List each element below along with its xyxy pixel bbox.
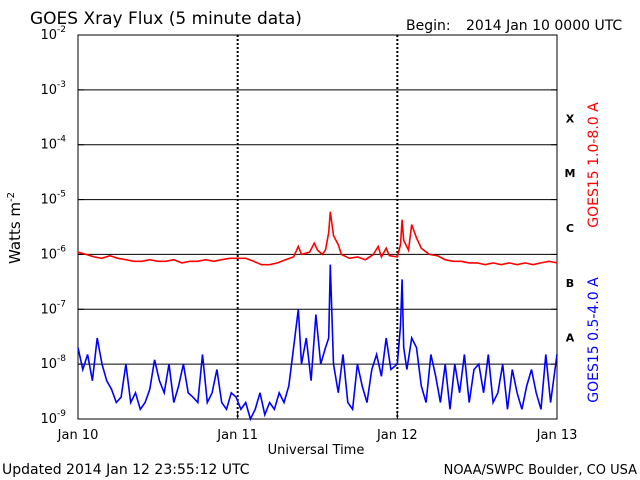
x-axis-label: Universal Time — [268, 443, 365, 458]
y-tick-exponent: -3 — [57, 80, 66, 90]
series-line-0 — [77, 211, 558, 266]
y-tick-exponent: -8 — [57, 354, 66, 364]
updated-timestamp: Updated 2014 Jan 12 23:55:12 UTC — [2, 462, 250, 478]
x-tick-label: Jan 13 — [536, 428, 578, 443]
y-tick-base: 10 — [40, 357, 57, 372]
begin-date: 2014 Jan 10 0000 UTC — [466, 18, 622, 34]
series-label-blue: GOES15 0.5-4.0 A — [586, 277, 602, 403]
y-tick-label: 10-2 — [40, 25, 66, 43]
y-tick-base: 10 — [40, 138, 57, 153]
begin-label: Begin: — [406, 18, 451, 34]
x-tick-label: Jan 11 — [216, 428, 258, 443]
x-tick-labels: Jan 10 Jan 11 Jan 12 Jan 13 — [57, 413, 578, 443]
y-tick-label: 10-6 — [40, 244, 66, 262]
flare-class-labels: X M C B A — [565, 112, 576, 344]
x-tick-label: Jan 10 — [57, 428, 99, 443]
y-tick-exponent: -9 — [57, 409, 66, 419]
y-tick-base: 10 — [40, 412, 57, 427]
y-tick-label: 10-8 — [40, 354, 66, 372]
grid-lines — [78, 34, 557, 420]
flare-class-M: M — [565, 167, 576, 180]
series-line-1 — [77, 264, 558, 422]
y-tick-label: 10-5 — [40, 190, 66, 208]
plot-frame — [77, 34, 558, 420]
y-tick-base: 10 — [40, 247, 57, 262]
y-tick-exponent: -6 — [57, 244, 66, 254]
y-tick-labels: 10-210-310-410-510-610-710-810-9 — [40, 25, 66, 427]
x-tick-label: Jan 12 — [376, 428, 418, 443]
y-tick-base: 10 — [40, 302, 57, 317]
y-tick-label: 10-9 — [40, 409, 66, 427]
y-tick-base: 10 — [40, 28, 57, 43]
data-credit: NOAA/SWPC Boulder, CO USA — [444, 463, 637, 478]
day-separators — [236, 35, 399, 419]
series-label-red: GOES15 1.0-8.0 A — [586, 102, 602, 228]
y-tick-exponent: -5 — [57, 190, 66, 200]
y-tick-exponent: -4 — [57, 135, 66, 145]
flare-class-X: X — [566, 112, 575, 125]
y-tick-label: 10-7 — [40, 299, 66, 317]
y-tick-label: 10-3 — [40, 80, 66, 98]
y-tick-label: 10-4 — [40, 135, 66, 153]
y-tick-exponent: -7 — [57, 299, 66, 309]
y-axis-label: Watts m-2 — [6, 192, 24, 264]
y-axis-label-exponent: -2 — [6, 192, 17, 202]
flare-class-C: C — [566, 222, 574, 235]
y-tick-base: 10 — [40, 193, 57, 208]
y-tick-base: 10 — [40, 83, 57, 98]
flare-class-A: A — [566, 332, 575, 345]
y-tick-exponent: -2 — [57, 25, 66, 35]
chart-title: GOES Xray Flux (5 minute data) — [30, 9, 302, 29]
flare-class-B: B — [566, 277, 574, 290]
series-lines — [77, 211, 558, 422]
y-axis-label-text: Watts m — [6, 202, 24, 264]
